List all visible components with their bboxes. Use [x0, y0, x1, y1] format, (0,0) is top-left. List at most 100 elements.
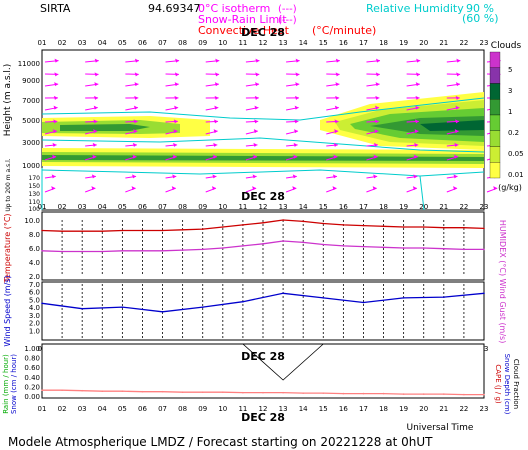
data-point: [282, 219, 284, 221]
wind-arrow-head: [373, 154, 378, 159]
wind-arrow-head: [454, 142, 459, 147]
wind-arrow-head: [252, 186, 257, 191]
y-tick-label: 4.0: [29, 259, 40, 267]
hour-label: 13: [279, 203, 288, 211]
cloud-y-tick: 7000: [22, 97, 40, 105]
series-line-wind-speed: [41, 292, 485, 313]
hour-label: 08: [178, 203, 187, 211]
data-point: [121, 390, 124, 393]
hour-label: 15: [319, 39, 328, 47]
wind-arrow-head: [213, 142, 218, 147]
hour-label: 06: [138, 405, 147, 413]
wind-arrow-head: [172, 154, 177, 159]
wind-arrow-head: [412, 186, 417, 191]
wind-arrow-head: [91, 174, 96, 179]
hour-label: 09: [198, 405, 207, 413]
colorbar-swatch: [489, 146, 501, 163]
hour-label: 10: [218, 39, 227, 47]
footer-title: Modele Atmospherique LMDZ / Forecast sta…: [8, 435, 433, 449]
precip-chart: 1.00 0.800.60 0.400.20 0.00: [24, 343, 485, 401]
rh-contour: [41, 137, 485, 153]
data-point: [201, 248, 204, 251]
wind-arrow-head: [295, 72, 300, 77]
data-point: [81, 250, 83, 253]
wind-arrow-head: [94, 58, 99, 63]
data-point: [422, 247, 425, 249]
y-tick-label: 1.0: [29, 327, 40, 335]
colorbar-swatch: [489, 67, 501, 84]
y-tick-label: 3.0: [29, 312, 40, 320]
hour-label: 11: [238, 203, 247, 211]
wind-arrow-head: [453, 174, 458, 179]
wind-arrow-head: [293, 154, 298, 159]
hour-label: 18: [379, 405, 388, 413]
wind-arrow-head: [54, 82, 59, 87]
data-point: [222, 391, 224, 393]
data-point: [201, 228, 204, 230]
wind-arrow-head: [332, 186, 337, 191]
data-point: [302, 241, 304, 244]
colorbar-tick: 0.01: [508, 171, 524, 179]
data-point: [121, 306, 124, 308]
colorbar-swatch: [489, 83, 501, 100]
hour-label: 06: [138, 39, 147, 47]
hour-label: 10: [218, 203, 227, 211]
hour-label: 17: [359, 39, 368, 47]
data-point: [242, 245, 244, 247]
cloud-band: [60, 124, 150, 131]
hour-label: 15: [319, 203, 328, 211]
data-point: [41, 250, 43, 252]
hour-label: 20: [419, 405, 428, 413]
data-point: [141, 390, 144, 393]
data-point: [121, 229, 124, 232]
data-point: [322, 297, 325, 299]
hour-label: 21: [439, 39, 448, 47]
universal-time-label: Universal Time: [407, 423, 474, 433]
colorbar-unit: (g/kg): [498, 183, 522, 192]
hour-label: 23: [480, 203, 489, 211]
data-point: [262, 222, 264, 224]
data-point: [362, 392, 365, 395]
y-tick-label: 10.0: [24, 217, 40, 225]
hour-label: 23: [480, 405, 489, 413]
wind-arrow-head: [255, 58, 260, 63]
wind-arrow-head: [133, 129, 138, 134]
bottom-hour-labels: 01 02 03 04 05 06 07 08 09 10 11 12 13 14 15 16 17 18 19 20…: [38, 405, 489, 413]
wind-arrow-head: [453, 154, 458, 159]
hour-label: 04: [98, 39, 107, 47]
rh-contour: [419, 175, 425, 211]
wind-arrow-head: [453, 186, 458, 191]
wind-arrow-head: [91, 186, 96, 191]
wind-arrow-head: [52, 142, 57, 147]
wind-arrow-head: [334, 105, 339, 110]
hour-label: 12: [259, 39, 268, 47]
hour-label: 05: [118, 405, 127, 413]
cloud-y-tick: 5000: [22, 117, 40, 125]
data-point: [242, 224, 244, 226]
wind-arrow-head: [51, 186, 56, 191]
wind-arrow-head: [93, 129, 98, 134]
hour-label: 02: [58, 39, 67, 47]
wind-arrow-head: [212, 174, 217, 179]
wind-arrow-head: [215, 58, 220, 63]
wind-arrow-head: [374, 142, 379, 147]
wind-arrow-head: [215, 72, 220, 77]
wind-arrow-head: [255, 72, 260, 77]
precip-day-label: DEC 28: [241, 350, 285, 363]
hour-label: 06: [138, 203, 147, 211]
wind-arrow-head: [375, 72, 380, 77]
wind-arrow-head: [334, 129, 339, 134]
hour-label: 09: [198, 39, 207, 47]
wind-arrow-head: [292, 174, 297, 179]
data-point: [463, 226, 465, 229]
hour-label: 17: [359, 203, 368, 211]
data-point: [242, 391, 244, 394]
data-point: [41, 302, 43, 305]
wind-arrow-head: [295, 58, 300, 63]
legend-isotherm: 0°C isotherm: [198, 2, 270, 15]
wind-arrow-head: [53, 119, 58, 124]
wind-arrow-head: [173, 119, 178, 124]
hour-label: 22: [459, 405, 468, 413]
wind-arrow-head: [134, 58, 139, 63]
data-point: [201, 306, 204, 308]
